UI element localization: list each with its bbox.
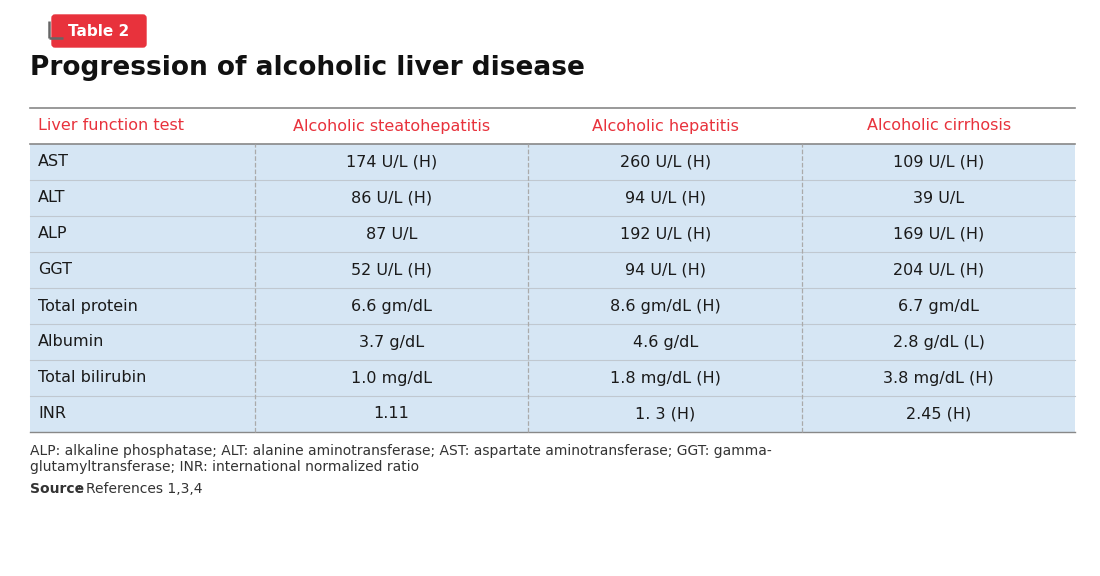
Text: GGT: GGT bbox=[39, 263, 72, 278]
Text: AST: AST bbox=[39, 154, 69, 169]
Text: Progression of alcoholic liver disease: Progression of alcoholic liver disease bbox=[30, 55, 585, 81]
Text: Table 2: Table 2 bbox=[68, 24, 130, 39]
Text: Alcoholic cirrhosis: Alcoholic cirrhosis bbox=[867, 119, 1011, 134]
Bar bbox=[30, 324, 1075, 360]
Text: 169 U/L (H): 169 U/L (H) bbox=[893, 226, 984, 241]
Text: Total bilirubin: Total bilirubin bbox=[39, 370, 146, 385]
Bar bbox=[30, 144, 1075, 180]
Text: 1.0 mg/dL: 1.0 mg/dL bbox=[351, 370, 432, 385]
Text: ALP: ALP bbox=[39, 226, 67, 241]
Text: Albumin: Albumin bbox=[39, 335, 104, 350]
Text: 94 U/L (H): 94 U/L (H) bbox=[625, 263, 706, 278]
Text: 260 U/L (H): 260 U/L (H) bbox=[619, 154, 711, 169]
Bar bbox=[30, 252, 1075, 288]
Text: 87 U/L: 87 U/L bbox=[366, 226, 417, 241]
FancyBboxPatch shape bbox=[52, 15, 146, 47]
Text: 192 U/L (H): 192 U/L (H) bbox=[619, 226, 711, 241]
Text: 4.6 g/dL: 4.6 g/dL bbox=[632, 335, 698, 350]
Text: 204 U/L (H): 204 U/L (H) bbox=[893, 263, 984, 278]
Text: 6.6 gm/dL: 6.6 gm/dL bbox=[351, 298, 432, 313]
Text: 3.8 mg/dL (H): 3.8 mg/dL (H) bbox=[883, 370, 994, 385]
Text: Alcoholic steatohepatitis: Alcoholic steatohepatitis bbox=[293, 119, 491, 134]
Text: 2.8 g/dL (L): 2.8 g/dL (L) bbox=[893, 335, 984, 350]
Text: ALT: ALT bbox=[39, 191, 66, 206]
Text: 94 U/L (H): 94 U/L (H) bbox=[625, 191, 706, 206]
Bar bbox=[30, 396, 1075, 432]
Text: 52 U/L (H): 52 U/L (H) bbox=[351, 263, 432, 278]
Text: : References 1,3,4: : References 1,3,4 bbox=[77, 482, 202, 496]
Text: Source: Source bbox=[30, 482, 84, 496]
Text: 6.7 gm/dL: 6.7 gm/dL bbox=[899, 298, 979, 313]
Text: 3.7 g/dL: 3.7 g/dL bbox=[359, 335, 425, 350]
Text: Alcoholic hepatitis: Alcoholic hepatitis bbox=[592, 119, 739, 134]
Text: INR: INR bbox=[39, 407, 66, 422]
Text: 1.8 mg/dL (H): 1.8 mg/dL (H) bbox=[609, 370, 721, 385]
Text: 1.11: 1.11 bbox=[374, 407, 409, 422]
Bar bbox=[30, 216, 1075, 252]
Text: 39 U/L: 39 U/L bbox=[913, 191, 965, 206]
Text: 2.45 (H): 2.45 (H) bbox=[906, 407, 971, 422]
Text: 8.6 gm/dL (H): 8.6 gm/dL (H) bbox=[610, 298, 720, 313]
Bar bbox=[30, 108, 1075, 144]
Text: Total protein: Total protein bbox=[39, 298, 138, 313]
Text: glutamyltransferase; INR: international normalized ratio: glutamyltransferase; INR: international … bbox=[30, 460, 419, 474]
Text: 109 U/L (H): 109 U/L (H) bbox=[893, 154, 984, 169]
Text: Liver function test: Liver function test bbox=[39, 119, 184, 134]
Bar bbox=[30, 288, 1075, 324]
Text: ALP: alkaline phosphatase; ALT: alanine aminotransferase; AST: aspartate aminotr: ALP: alkaline phosphatase; ALT: alanine … bbox=[30, 444, 772, 458]
Bar bbox=[30, 180, 1075, 216]
Text: 1. 3 (H): 1. 3 (H) bbox=[635, 407, 695, 422]
Bar bbox=[30, 360, 1075, 396]
Text: 174 U/L (H): 174 U/L (H) bbox=[345, 154, 437, 169]
Text: 86 U/L (H): 86 U/L (H) bbox=[351, 191, 432, 206]
